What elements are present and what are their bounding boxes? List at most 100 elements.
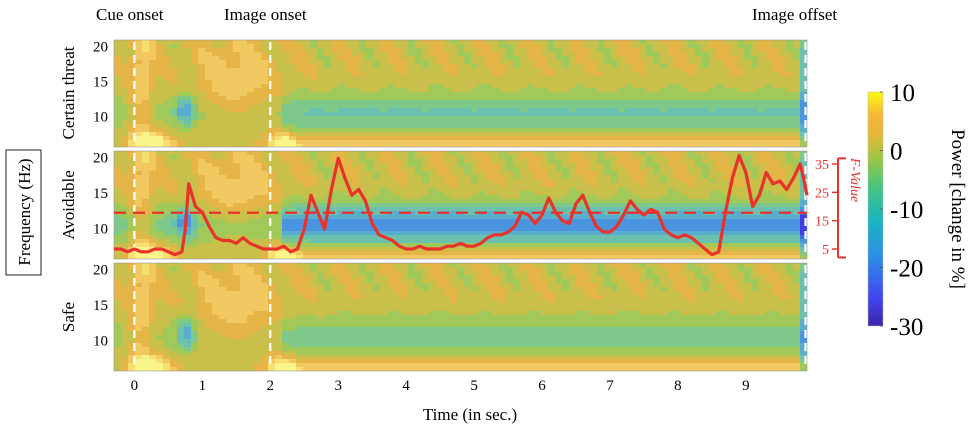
heatmap-cell <box>177 187 185 192</box>
heatmap-cell <box>555 48 563 53</box>
heatmap-cell <box>345 68 353 73</box>
heatmap-cell <box>527 72 535 77</box>
heatmap-cell <box>800 120 807 125</box>
heatmap-cell <box>506 171 514 176</box>
heatmap-cell <box>163 108 171 113</box>
heatmap-cell <box>114 195 122 200</box>
heatmap-cell <box>681 116 689 121</box>
heatmap-cell <box>352 167 360 172</box>
heatmap-cell <box>121 243 129 248</box>
heatmap-cell <box>471 84 479 89</box>
heatmap-cell <box>520 235 528 240</box>
heatmap-cell <box>758 136 766 141</box>
heatmap-cell <box>597 215 605 220</box>
heatmap-cell <box>177 191 185 196</box>
heatmap-cell <box>198 195 206 200</box>
heatmap-cell <box>114 179 122 184</box>
heatmap-cell <box>268 84 276 89</box>
heatmap-cell <box>492 144 500 147</box>
heatmap-cell <box>548 151 556 156</box>
heatmap-cell <box>135 255 143 259</box>
heatmap-cell <box>149 179 157 184</box>
heatmap-cell <box>513 151 521 156</box>
heatmap-cell <box>198 187 206 192</box>
heatmap-cell <box>135 243 143 248</box>
heatmap-cell <box>765 76 773 81</box>
heatmap-cell <box>492 96 500 101</box>
heatmap-cell <box>191 136 199 141</box>
heatmap-cell <box>191 92 199 97</box>
heatmap-cell <box>170 128 178 133</box>
heatmap-cell <box>170 88 178 93</box>
heatmap-cell <box>541 247 549 252</box>
heatmap-cell <box>513 68 521 73</box>
heatmap-cell <box>471 255 479 259</box>
heatmap-cell <box>226 64 234 69</box>
heatmap-cell <box>478 247 486 252</box>
heatmap-cell <box>548 167 556 172</box>
heatmap-cell <box>590 56 598 61</box>
heatmap-cell <box>212 120 220 125</box>
heatmap-cell <box>702 239 710 244</box>
heatmap-cell <box>275 104 283 109</box>
heatmap-cell <box>198 215 206 220</box>
heatmap-cell <box>520 56 528 61</box>
heatmap-cell <box>205 132 213 137</box>
heatmap-cell <box>695 116 703 121</box>
heatmap-cell <box>226 199 234 204</box>
heatmap-cell <box>688 187 696 192</box>
heatmap-cell <box>653 124 661 129</box>
heatmap-cell <box>751 56 759 61</box>
heatmap-cell <box>653 223 661 228</box>
heatmap-cell <box>366 80 374 85</box>
heatmap-cell <box>597 163 605 168</box>
heatmap-cell <box>646 88 654 93</box>
heatmap-cell <box>205 215 213 220</box>
heatmap-cell <box>422 116 430 121</box>
heatmap-cell <box>282 64 290 69</box>
heatmap-cell <box>401 199 409 204</box>
heatmap-cell <box>352 171 360 176</box>
heatmap-cell <box>387 183 395 188</box>
heatmap-cell <box>667 104 675 109</box>
heatmap-cell <box>415 72 423 77</box>
heatmap-cell <box>177 159 185 164</box>
heatmap-cell <box>534 163 542 168</box>
heatmap-cell <box>618 88 626 93</box>
heatmap-cell <box>289 52 297 57</box>
heatmap-cell <box>639 40 647 45</box>
heatmap-cell <box>548 171 556 176</box>
heatmap-cell <box>135 235 143 240</box>
heatmap-cell <box>590 128 598 133</box>
heatmap-cell <box>681 88 689 93</box>
heatmap-cell <box>471 199 479 204</box>
heatmap-cell <box>779 140 787 145</box>
heatmap-cell <box>324 56 332 61</box>
heatmap-cell <box>247 116 255 121</box>
heatmap-cell <box>653 187 661 192</box>
heatmap-cell <box>541 223 549 228</box>
heatmap-cell <box>331 100 339 105</box>
heatmap-cell <box>653 191 661 196</box>
heatmap-cell <box>135 52 143 57</box>
heatmap-cell <box>541 124 549 129</box>
heatmap-cell <box>758 144 766 147</box>
heatmap-cell <box>317 52 325 57</box>
heatmap-cell <box>205 144 213 147</box>
heatmap-cell <box>275 187 283 192</box>
heatmap-cell <box>590 163 598 168</box>
heatmap-cell <box>506 243 514 248</box>
heatmap-cell <box>380 48 388 53</box>
heatmap-cell <box>114 163 122 168</box>
heatmap-cell <box>198 207 206 212</box>
heatmap-cell <box>737 132 745 137</box>
heatmap-cell <box>352 96 360 101</box>
heatmap-cell <box>205 203 213 208</box>
heatmap-cell <box>681 175 689 180</box>
heatmap-cell <box>128 211 136 216</box>
heatmap-cell <box>667 227 675 232</box>
heatmap-cell <box>359 48 367 53</box>
heatmap-cell <box>653 112 661 117</box>
heatmap-cell <box>660 136 668 141</box>
heatmap-cell <box>618 72 626 77</box>
